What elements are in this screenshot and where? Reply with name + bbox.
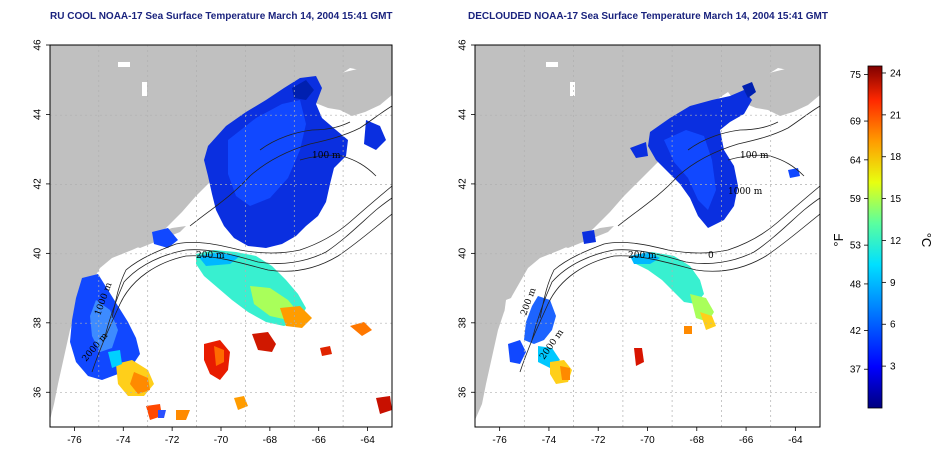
left-x-tick-label: -72 [165, 435, 180, 446]
right-label-100m: 100 m [740, 151, 769, 161]
colorbar-celsius-label: °C [919, 233, 934, 248]
left-gridlines [50, 45, 392, 427]
right-y-tick-label: 46 [458, 39, 469, 51]
right-axes: -76 -74 -72 -70 -68 -66 -64 36 38 40 42 44 46 [458, 39, 803, 446]
left-y-tick-label: 42 [33, 178, 44, 190]
right-y-tick-label: 44 [458, 108, 469, 120]
left-y-tick-label: 36 [33, 386, 44, 398]
colorbar-c-tick-label: 18 [890, 152, 902, 163]
colorbar-f-tick-label: 37 [850, 365, 862, 376]
left-y-tick-label: 40 [33, 247, 44, 259]
right-x-tick-label: -72 [591, 435, 606, 446]
right-label-200m: 200 m [628, 251, 657, 261]
left-x-tick-label: -68 [263, 435, 278, 446]
right-sst-mid-atlantic [524, 296, 556, 344]
right-land-nova-scotia [728, 60, 820, 116]
right-land [475, 45, 820, 420]
colorbar-c-tick-label: 3 [890, 362, 896, 373]
colorbar-c-tick-label: 24 [890, 68, 902, 79]
right-sst-slope-water [630, 252, 704, 304]
left-sst-map [50, 45, 392, 427]
left-x-tick-label: -76 [67, 435, 82, 446]
left-x-tick-label: -74 [116, 435, 131, 446]
right-sst-map [475, 45, 820, 427]
colorbar-f-tick-label: 48 [850, 279, 862, 290]
colorbar [867, 65, 883, 409]
right-x-tick-label: -64 [788, 435, 803, 446]
colorbar-fahrenheit-label: °F [831, 233, 846, 246]
right-x-tick-label: -70 [640, 435, 655, 446]
colorbar-c-tick-label: 15 [890, 194, 902, 205]
colorbar-c-tick-label: 12 [890, 236, 902, 247]
left-label-200m: 200 m [196, 251, 225, 261]
right-y-tick-label: 42 [458, 178, 469, 190]
colorbar-f-tick-label: 75 [850, 70, 862, 81]
colorbar-f-tick-label: 69 [850, 117, 862, 128]
left-land-nova-scotia [300, 60, 392, 116]
right-x-tick-label: -68 [690, 435, 705, 446]
right-y-tick-label: 40 [458, 247, 469, 259]
right-label-zero: 0 [708, 251, 714, 261]
left-x-tick-label: -66 [311, 435, 326, 446]
right-y-tick-label: 38 [458, 317, 469, 329]
left-axes: -76 -74 -72 -70 -68 -66 -64 36 38 40 42 44 46 [33, 39, 376, 446]
right-label-1000m: 1000 m [728, 187, 763, 197]
colorbar-f-tick-label: 59 [850, 194, 862, 205]
colorbar-f-tick-label: 42 [850, 326, 862, 337]
right-gridlines [475, 45, 820, 427]
left-land [50, 45, 392, 420]
left-y-tick-label: 46 [33, 39, 44, 51]
left-label-100m: 100 m [312, 151, 341, 161]
left-x-tick-label: -64 [360, 435, 375, 446]
left-x-tick-label: -70 [214, 435, 229, 446]
right-map-title: DECLOUDED NOAA-17 Sea Surface Temperatur… [468, 11, 828, 22]
colorbar-f-tick-label: 53 [850, 241, 862, 252]
colorbar-c-tick-label: 6 [890, 320, 896, 331]
right-x-tick-label: -76 [492, 435, 507, 446]
colorbar-c-tick-label: 21 [890, 110, 902, 121]
colorbar-c-tick-label: 9 [890, 278, 896, 289]
right-x-tick-label: -66 [739, 435, 754, 446]
left-y-tick-label: 38 [33, 317, 44, 329]
right-x-tick-label: -74 [542, 435, 557, 446]
left-y-tick-label: 44 [33, 108, 44, 120]
left-map-title: RU COOL NOAA-17 Sea Surface Temperature … [50, 11, 393, 22]
right-bathymetry-contours [519, 105, 820, 373]
colorbar-f-tick-label: 64 [850, 155, 862, 166]
right-y-tick-label: 36 [458, 386, 469, 398]
